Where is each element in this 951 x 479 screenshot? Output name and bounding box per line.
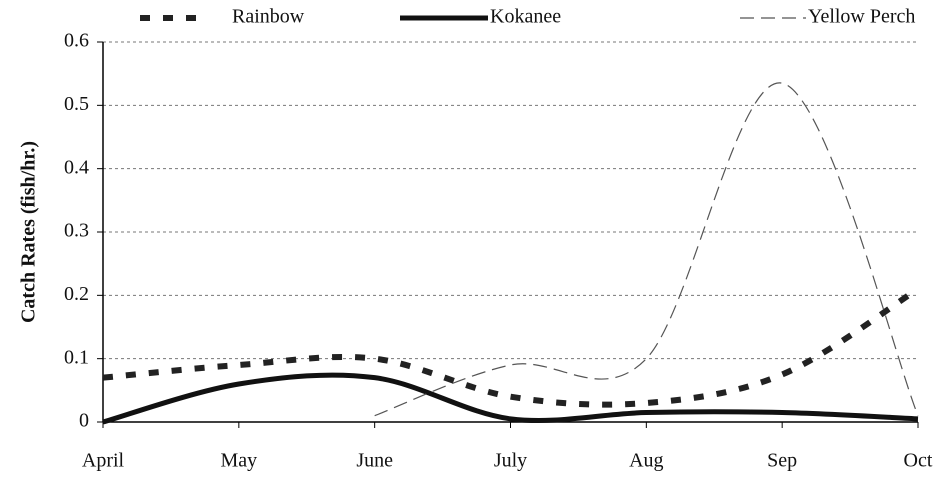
x-tick-label: Oct bbox=[904, 450, 933, 472]
y-axis-label: Catch Rates (fish/hr.) bbox=[18, 141, 40, 323]
y-tick-label: 0 bbox=[79, 410, 89, 432]
legend-label: Kokanee bbox=[490, 6, 561, 28]
series-line bbox=[102, 372, 919, 425]
x-tick-label: Aug bbox=[629, 450, 663, 472]
y-tick-label: 0.5 bbox=[64, 93, 89, 115]
y-tick-label: 0.4 bbox=[64, 156, 89, 178]
y-tick-label: 0.1 bbox=[64, 346, 89, 368]
x-tick-label: May bbox=[220, 450, 257, 472]
x-tick-label: Sep bbox=[767, 450, 797, 472]
y-tick-label: 0.2 bbox=[64, 283, 89, 305]
legend-label: Yellow Perch bbox=[808, 6, 915, 28]
legend-label: Rainbow bbox=[232, 6, 305, 28]
x-tick-label: July bbox=[494, 450, 527, 472]
x-tick-label: June bbox=[356, 450, 393, 472]
series-line bbox=[374, 82, 919, 417]
y-tick-label: 0.3 bbox=[64, 220, 89, 242]
y-tick-label: 0.6 bbox=[64, 30, 89, 52]
x-tick-label: April bbox=[82, 450, 125, 472]
